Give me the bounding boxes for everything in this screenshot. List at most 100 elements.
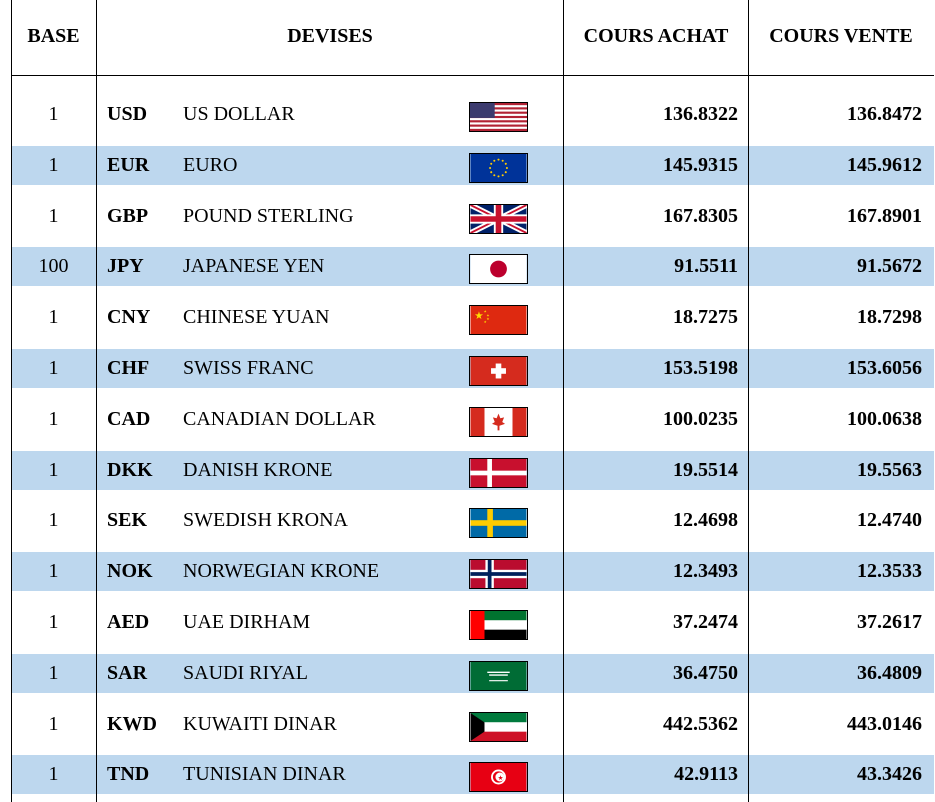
currency-name: UAE DIRHAM — [183, 611, 311, 633]
currency-name: JAPANESE YEN — [183, 255, 325, 278]
table-row: 1 TND TUNISIAN DINAR ★ 42.9113 43.3426 — [11, 755, 934, 795]
cours-achat-cell: 37.2474 — [673, 611, 738, 633]
table-row: 1 CAD CANADIAN DOLLAR 100.0235 100.0638 — [11, 400, 934, 439]
currency-code: KWD — [107, 712, 157, 735]
currency-code: NOK — [107, 560, 153, 583]
rule-achat — [748, 0, 749, 802]
cours-achat-cell: 12.4698 — [673, 509, 738, 532]
base-cell: 1 — [48, 153, 59, 176]
header-divider — [11, 75, 934, 76]
currency-code: AED — [107, 611, 150, 633]
base-cell: 1 — [48, 306, 59, 329]
cours-achat-cell: 91.5511 — [674, 255, 738, 278]
base-cell: 1 — [48, 560, 59, 583]
eu-flag-icon — [469, 152, 528, 183]
rule-base — [96, 0, 97, 802]
table-row: 1 USD US DOLLAR 136.8322 136.8472 — [11, 95, 934, 134]
uae-flag-icon — [469, 610, 528, 640]
currency-name: CANADIAN DOLLAR — [183, 407, 376, 430]
cours-achat-cell: 153.5198 — [663, 357, 738, 379]
svg-text:★: ★ — [474, 311, 483, 322]
cours-achat-cell: 12.3493 — [673, 560, 738, 583]
currency-code: SAR — [107, 661, 148, 684]
currency-code: TND — [107, 763, 150, 786]
base-cell: 100 — [38, 255, 69, 278]
currency-name: US DOLLAR — [183, 103, 295, 125]
cours-vente-cell: 91.5672 — [857, 255, 922, 278]
table-row: 1 CHF SWISS FRANC 153.5198 153.6056 — [11, 349, 934, 388]
currency-name: SWISS FRANC — [183, 357, 314, 379]
svg-text:★: ★ — [484, 310, 488, 314]
header-devises: DEVISES — [287, 25, 373, 47]
currency-name: SWEDISH KRONA — [183, 509, 348, 532]
exchange-rate-table: BASE DEVISES COURS ACHAT COURS VENTE 1 US… — [11, 0, 934, 802]
currency-code: CAD — [107, 407, 151, 430]
cours-vente-cell: 167.8901 — [847, 204, 922, 227]
cours-vente-cell: 153.6056 — [847, 357, 922, 379]
cours-achat-cell: 100.0235 — [663, 407, 738, 430]
cours-vente-cell: 37.2617 — [857, 611, 922, 633]
base-cell: 1 — [48, 357, 59, 379]
sweden-flag-icon — [469, 508, 528, 539]
base-cell: 1 — [48, 661, 59, 684]
cours-vente-cell: 19.5563 — [857, 458, 922, 481]
base-cell: 1 — [48, 458, 59, 481]
canada-flag-icon — [469, 406, 528, 437]
cours-achat-cell: 442.5362 — [663, 712, 738, 735]
japan-flag-icon — [469, 254, 528, 285]
svg-text:★: ★ — [486, 317, 490, 321]
currency-name: EURO — [183, 153, 238, 176]
table-row: 1 SEK SWEDISH KRONA 12.4698 12.4740 — [11, 501, 934, 540]
cours-vente-cell: 136.8472 — [847, 103, 922, 125]
table-row: 100 JPY JAPANESE YEN 91.5511 91.5672 — [11, 247, 934, 287]
table-row: 1 CNY CHINESE YUAN ★ ★ ★ ★ ★ 18.7275 18.7298 — [11, 298, 934, 337]
cours-vente-cell: 12.4740 — [857, 509, 922, 532]
base-cell: 1 — [48, 763, 59, 786]
table-row: 1 SAR SAUDI RIYAL 36.4750 36.4809 — [11, 653, 934, 693]
currency-code: GBP — [107, 204, 149, 227]
cours-achat-cell: 19.5514 — [673, 458, 738, 481]
cours-vente-cell: 18.7298 — [857, 306, 922, 329]
currency-code: DKK — [107, 458, 153, 481]
currency-name: POUND STERLING — [183, 204, 354, 227]
table-row: 1 AED UAE DIRHAM 37.2474 37.2617 — [11, 603, 934, 642]
cours-vente-cell: 12.3533 — [857, 560, 922, 583]
swiss-flag-icon — [469, 356, 528, 386]
table-row: 1 GBP POUND STERLING 167.8305 167.8901 — [11, 197, 934, 236]
base-cell: 1 — [48, 712, 59, 735]
saudi-flag-icon — [469, 660, 528, 691]
currency-code: CNY — [107, 306, 151, 329]
us-flag-icon — [469, 102, 528, 132]
base-cell: 1 — [48, 509, 59, 532]
cours-achat-cell: 18.7275 — [673, 306, 738, 329]
table-row: 1 EUR EURO 145.9315 145.9612 — [11, 145, 934, 185]
base-cell: 1 — [48, 204, 59, 227]
base-cell: 1 — [48, 103, 59, 125]
cours-vente-cell: 145.9612 — [847, 153, 922, 176]
cours-vente-cell: 36.4809 — [857, 661, 922, 684]
currency-code: EUR — [107, 153, 150, 176]
svg-text:★: ★ — [484, 320, 488, 324]
cours-vente-cell: 443.0146 — [847, 712, 922, 735]
table-header: BASE DEVISES COURS ACHAT COURS VENTE — [11, 0, 934, 76]
currency-name: KUWAITI DINAR — [183, 712, 337, 735]
svg-text:★: ★ — [498, 774, 504, 782]
rule-devises — [563, 0, 564, 802]
currency-code: JPY — [107, 255, 144, 278]
cours-achat-cell: 36.4750 — [673, 661, 738, 684]
header-cours-achat: COURS ACHAT — [583, 25, 729, 47]
table-row: 1 KWD KUWAITI DINAR 442.5362 443.0146 — [11, 705, 934, 744]
svg-text:★: ★ — [486, 313, 490, 317]
currency-name: NORWEGIAN KRONE — [183, 560, 380, 583]
currency-code: SEK — [107, 509, 148, 532]
cours-vente-cell: 43.3426 — [857, 763, 922, 786]
base-cell: 1 — [48, 611, 59, 633]
currency-code: USD — [107, 103, 148, 125]
base-cell: 1 — [48, 407, 59, 430]
china-flag-icon: ★ ★ ★ ★ ★ — [469, 305, 528, 336]
currency-name: SAUDI RIYAL — [183, 661, 308, 684]
norway-flag-icon — [469, 559, 528, 590]
cours-vente-cell: 100.0638 — [847, 407, 922, 430]
uk-flag-icon — [469, 203, 528, 234]
tunisia-flag-icon: ★ — [469, 762, 528, 793]
